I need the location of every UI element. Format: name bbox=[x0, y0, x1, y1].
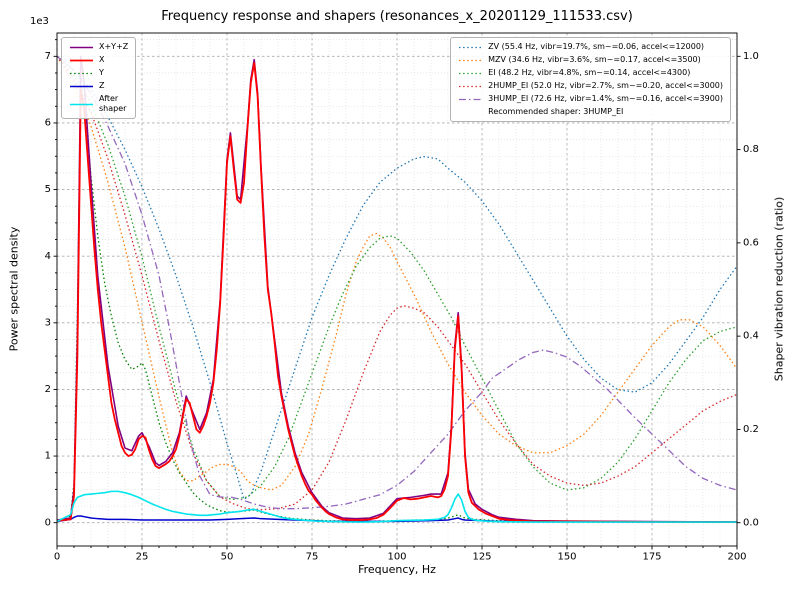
legend-label: Y bbox=[99, 68, 104, 77]
x-axis-label: Frequency, Hz bbox=[358, 563, 436, 576]
legend-line-sample bbox=[70, 103, 93, 105]
legend-line-sample bbox=[459, 46, 483, 48]
legend-label: Z bbox=[99, 81, 105, 90]
legend-label: ZV (55.4 Hz, vibr=19.7%, sm~=0.06, accel… bbox=[488, 42, 705, 51]
legend-shapers: ZV (55.4 Hz, vibr=19.7%, sm~=0.06, accel… bbox=[450, 37, 731, 122]
y-axis-label-left: Power spectral density bbox=[7, 226, 21, 352]
legend-item-3hump-ei: 3HUMP_EI (72.6 Hz, vibr=1.4%, sm~=0.16, … bbox=[458, 94, 723, 104]
legend-line-sample bbox=[459, 98, 483, 100]
y-axis-offset-text: 1e3 bbox=[30, 16, 49, 27]
legend-label: X bbox=[99, 55, 105, 64]
legend-line-sample bbox=[70, 59, 93, 61]
legend-item-x-y-z: X+Y+Z bbox=[69, 42, 128, 52]
legend-line-sample bbox=[70, 85, 93, 87]
legend-label: After shaper bbox=[99, 94, 127, 113]
recommended-shaper-text: Recommended shaper: 3HUMP_EI bbox=[488, 107, 624, 116]
legend-line-sample bbox=[70, 46, 93, 48]
y-axis-label-right: Shaper vibration reduction (ratio) bbox=[772, 196, 786, 382]
legend-label: 3HUMP_EI (72.6 Hz, vibr=1.4%, sm~=0.16, … bbox=[488, 94, 723, 103]
legend-label: MZV (34.6 Hz, vibr=3.6%, sm~=0.17, accel… bbox=[488, 55, 701, 64]
legend-item-mzv: MZV (34.6 Hz, vibr=3.6%, sm~=0.17, accel… bbox=[458, 55, 723, 65]
legend-item-y: Y bbox=[69, 68, 128, 78]
legend-item-after-shaper: After shaper bbox=[69, 94, 128, 114]
legend-label: EI (48.2 Hz, vibr=4.8%, sm~=0.14, accel<… bbox=[488, 68, 691, 77]
legend-measured: X+Y+Z X Y Z After shaper bbox=[61, 37, 137, 119]
chart-title: Frequency response and shapers (resonanc… bbox=[161, 9, 633, 24]
legend-line-sample bbox=[459, 72, 483, 74]
legend-label: X+Y+Z bbox=[99, 42, 129, 51]
legend-item-ei: EI (48.2 Hz, vibr=4.8%, sm~=0.14, accel<… bbox=[458, 68, 723, 78]
legend-item-z: Z bbox=[69, 81, 128, 91]
legend-item-x: X bbox=[69, 55, 128, 65]
legend-line-sample bbox=[459, 59, 483, 61]
legend-item-2hump-ei: 2HUMP_EI (52.0 Hz, vibr=2.7%, sm~=0.20, … bbox=[458, 81, 723, 91]
legend-label: 2HUMP_EI (52.0 Hz, vibr=2.7%, sm~=0.20, … bbox=[488, 81, 723, 90]
legend-line-sample bbox=[459, 85, 483, 87]
legend-line-sample bbox=[70, 72, 93, 74]
legend-item-zv: ZV (55.4 Hz, vibr=19.7%, sm~=0.06, accel… bbox=[458, 42, 723, 52]
